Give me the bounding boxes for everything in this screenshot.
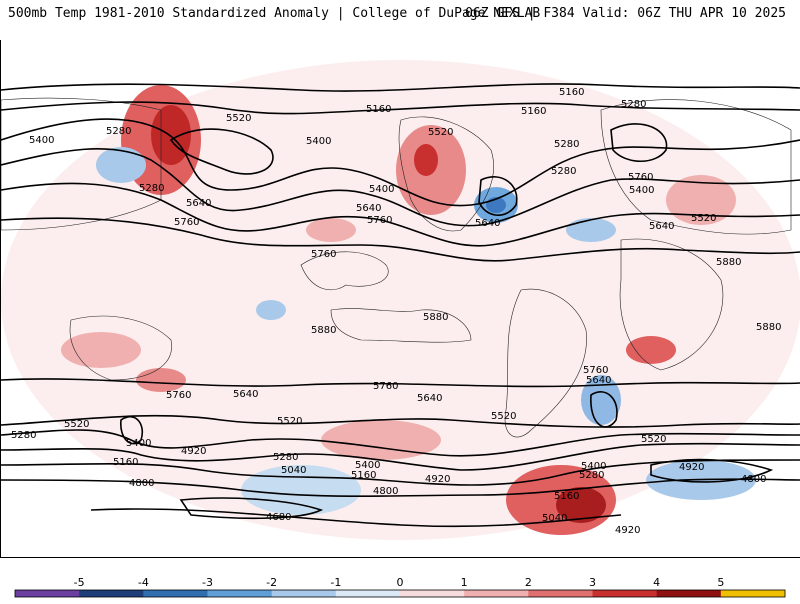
anomaly-map[interactable]: 5160 5280 5520 5400 5280 5640 5760 5400 …: [0, 40, 800, 558]
colorbar-tick-label: 5: [717, 576, 725, 589]
colorbar-tick-label: 3: [589, 576, 596, 589]
contour-label: 5160: [113, 457, 138, 468]
colorbar-tick-label: 4: [653, 576, 661, 589]
contour-label: 5640: [586, 375, 611, 386]
contour-label: 4800: [129, 478, 154, 489]
map-canvas: 5160 5280 5520 5400 5280 5640 5760 5400 …: [1, 60, 800, 540]
contour-label: 5280: [579, 470, 604, 481]
colorbar-svg: [14, 589, 786, 598]
height-contours: [1, 83, 800, 528]
contour-label: 5640: [356, 203, 381, 214]
colorbar-tick-label: 1: [460, 576, 468, 589]
contour-label: 5640: [417, 393, 442, 404]
contour-label: 5280: [11, 430, 36, 441]
colorbar-swatch: [400, 590, 465, 597]
contour-label: 4680: [266, 512, 291, 523]
colorbar-swatch: [592, 590, 658, 597]
contour-label: 5040: [281, 465, 306, 476]
contour-label: 5640: [475, 218, 500, 229]
coastlines: [1, 97, 792, 438]
colorbar-tick-label: -5: [73, 576, 85, 589]
contour-label: 5280: [551, 166, 576, 177]
contour-label: 5400: [581, 461, 606, 472]
contour-label: 5520: [226, 113, 251, 124]
colorbar-tick-label: 2: [524, 576, 532, 589]
contour-label: 4920: [181, 446, 206, 457]
contour-label: 5400: [29, 135, 54, 146]
colorbar-swatch: [528, 590, 593, 597]
colorbar-outline: [14, 589, 786, 598]
contour-label: 5400: [126, 438, 151, 449]
contour-label: 5400: [369, 184, 394, 195]
contour-label: 5160: [521, 106, 546, 117]
colorbar-tick-label: 0: [396, 576, 404, 589]
colorbar-swatch: [143, 590, 208, 597]
contour-label: 5760: [367, 215, 392, 226]
contour-label: 5640: [233, 389, 258, 400]
header-bar: 500mb Temp 1981-2010 Standardized Anomal…: [0, 0, 800, 41]
contour-label: 5280: [139, 183, 164, 194]
colorbar-tick-label: -3: [202, 576, 213, 589]
contour-label: 5760: [583, 365, 608, 376]
colorbar-swatch: [79, 590, 144, 597]
contour-label: 5760: [373, 381, 398, 392]
colorbar-swatch: [720, 590, 786, 597]
contour-label: 5400: [306, 136, 331, 147]
contour-label: 5520: [691, 213, 716, 224]
contour-label: 5160: [554, 491, 579, 502]
model-run-info: 06Z GFS | F384 Valid: 06Z THU APR 10 202…: [465, 6, 786, 21]
contour-label: 5280: [554, 139, 579, 150]
colorbar: -5 -4 -3 -2 -1 0 1 2 3 4 5: [0, 572, 800, 600]
contour-label: 5160: [351, 470, 376, 481]
contour-label: 4920: [615, 525, 640, 536]
colorbar-swatch: [271, 590, 337, 597]
contour-label: 5400: [629, 185, 654, 196]
contour-label: 4800: [741, 474, 766, 485]
contour-label: 5760: [166, 390, 191, 401]
contour-label: 5880: [423, 312, 448, 323]
colorbar-tick-label: -4: [137, 576, 149, 589]
contour-label: 5880: [716, 257, 741, 268]
contour-label: 5400: [355, 460, 380, 471]
contour-label: 5160: [366, 104, 391, 115]
contour-labels: 5160 5280 5520 5400 5280 5640 5760 5400 …: [11, 87, 781, 536]
contour-label: 5280: [106, 126, 131, 137]
contour-label: 5760: [628, 172, 653, 183]
colorbar-swatch: [15, 590, 80, 597]
contour-label: 5520: [277, 416, 302, 427]
contour-label: 5520: [641, 434, 666, 445]
contour-label: 5520: [428, 127, 453, 138]
contour-label: 5280: [273, 452, 298, 463]
colorbar-swatch: [656, 590, 722, 597]
contour-label: 5280: [621, 99, 646, 110]
contour-label: 4920: [425, 474, 450, 485]
contour-label: 5520: [491, 411, 516, 422]
colorbar-swatch: [464, 590, 529, 597]
colorbar-swatch: [207, 590, 273, 597]
contour-label: 5160: [559, 87, 584, 98]
colorbar-swatch: [335, 590, 401, 597]
contour-label: 5760: [174, 217, 199, 228]
contour-label: 5640: [186, 198, 211, 209]
map-title: 500mb Temp 1981-2010 Standardized Anomal…: [8, 6, 541, 21]
colorbar-tick-label: -2: [266, 576, 278, 589]
contour-label: 5880: [311, 325, 336, 336]
colorbar-tick-label: -1: [330, 576, 342, 589]
contour-label: 4800: [373, 486, 398, 497]
contour-label: 5040: [542, 513, 567, 524]
contour-label: 4920: [679, 462, 704, 473]
contour-label: 5640: [649, 221, 674, 232]
contour-label: 5880: [756, 322, 781, 333]
contour-label: 5520: [64, 419, 89, 430]
contour-label: 5760: [311, 249, 336, 260]
